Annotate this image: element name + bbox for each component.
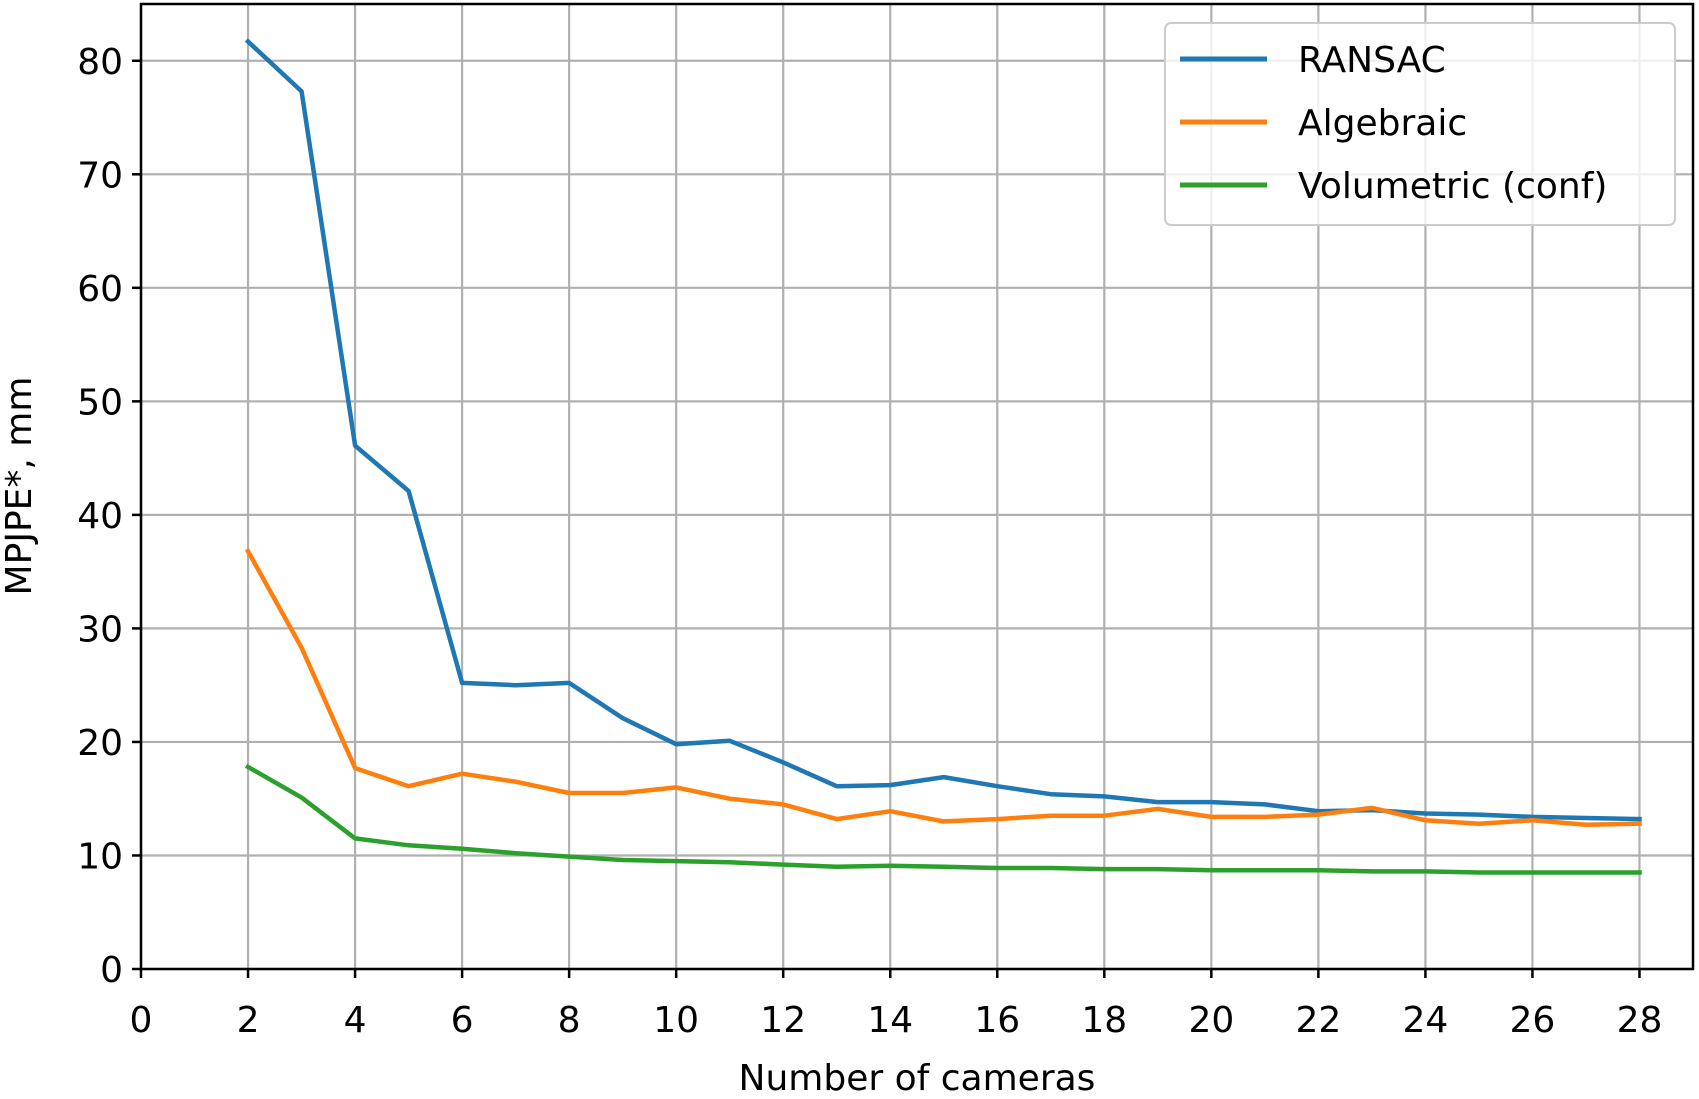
x-tick-label: 12 <box>760 1000 806 1041</box>
x-tick-label: 8 <box>558 1000 581 1041</box>
series-line-ransac <box>244 38 1642 822</box>
legend-label-ransac: RANSAC <box>1298 40 1446 81</box>
y-tick-label: 40 <box>77 496 123 537</box>
x-tick-label: 28 <box>1617 1000 1663 1041</box>
series-line-volumetric-conf <box>244 763 1642 875</box>
y-tick-label: 70 <box>77 155 123 196</box>
legend-box <box>1164 22 1676 226</box>
x-tick-label: 26 <box>1510 1000 1556 1041</box>
x-tick-label: 14 <box>867 1000 913 1041</box>
x-tick-label: 20 <box>1188 1000 1234 1041</box>
y-tick-label: 10 <box>77 836 123 877</box>
legend-label-volumetric-conf: Volumetric (conf) <box>1298 166 1607 207</box>
x-tick-label: 24 <box>1403 1000 1449 1041</box>
x-tick-label: 16 <box>974 1000 1020 1041</box>
x-tick-label: 4 <box>344 1000 367 1041</box>
x-tick-label: 10 <box>653 1000 699 1041</box>
x-tick-label: 6 <box>451 1000 474 1041</box>
series-line-algebraic <box>244 548 1642 828</box>
series-lines <box>244 38 1642 875</box>
x-axis-label: Number of cameras <box>739 1058 1096 1099</box>
x-tick-label: 2 <box>237 1000 260 1041</box>
y-tick-label: 20 <box>77 723 123 764</box>
x-axis-ticks: 0 2 4 6 8 10 12 14 16 18 20 22 24 26 28 <box>130 969 1663 1041</box>
y-tick-label: 30 <box>77 609 123 650</box>
y-tick-label: 50 <box>77 382 123 423</box>
x-tick-label: 0 <box>130 1000 153 1041</box>
legend: RANSAC Algebraic Volumetric (conf) <box>1164 22 1676 226</box>
y-tick-label: 80 <box>77 42 123 83</box>
legend-label-algebraic: Algebraic <box>1298 103 1467 144</box>
y-axis-label: MPJPE*, mm <box>0 377 40 596</box>
y-tick-label: 0 <box>100 950 123 991</box>
x-tick-label: 18 <box>1081 1000 1127 1041</box>
x-tick-label: 22 <box>1295 1000 1341 1041</box>
y-axis-ticks: 0 10 20 30 40 50 60 70 80 <box>77 42 141 991</box>
y-tick-label: 60 <box>77 269 123 310</box>
axes-frame <box>139 2 1695 971</box>
